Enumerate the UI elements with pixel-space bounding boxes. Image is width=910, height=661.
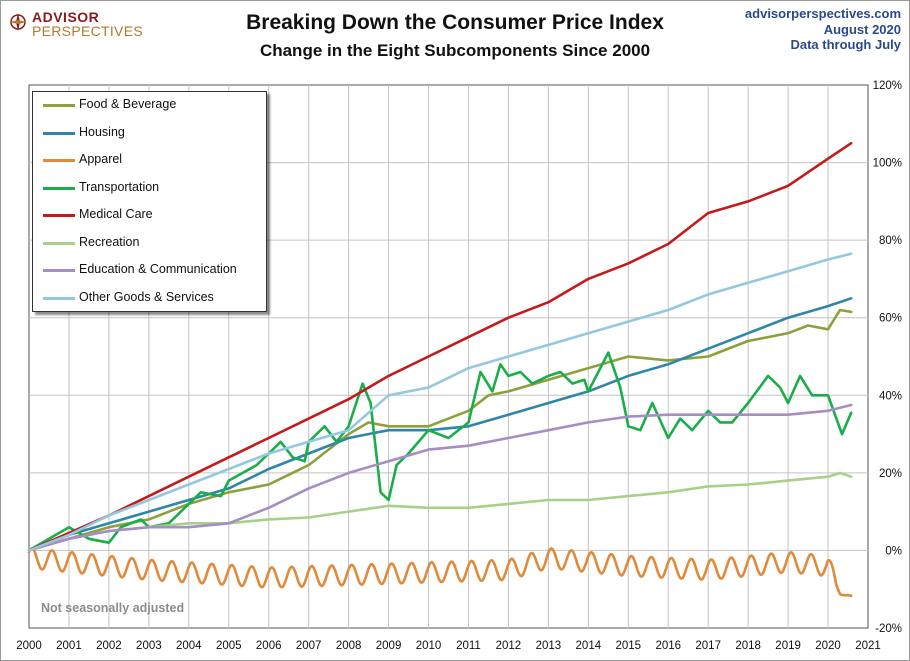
y-tick-label: 0%: [885, 545, 902, 557]
series-line-education-and-communication: [27, 403, 853, 552]
logo-text-top: ADVISOR: [32, 9, 100, 25]
x-tick-label: 2015: [615, 640, 641, 652]
x-tick-label: 2003: [136, 640, 162, 652]
x-tick-label: 2016: [655, 640, 681, 652]
x-tick-label: 2017: [695, 640, 721, 652]
legend-label: Recreation: [79, 234, 140, 249]
x-tick-label: 2014: [576, 640, 602, 652]
x-tick-label: 2004: [176, 640, 202, 652]
x-tick-label: 2002: [96, 640, 122, 652]
chart-subtitle: Change in the Eight Subcomponents Since …: [259, 41, 651, 60]
series-line-food-and-beverage: [27, 308, 853, 552]
x-tick-label: 2021: [855, 640, 881, 652]
legend-swatch: [43, 241, 75, 245]
series-line-medical-care: [27, 141, 853, 552]
y-tick-label: -20%: [875, 623, 902, 635]
series-line-housing: [27, 297, 853, 552]
x-tick-label: 2011: [456, 640, 481, 652]
legend-label: Other Goods & Services: [79, 289, 214, 304]
legend-swatch: [43, 131, 75, 135]
legend-label: Education & Communication: [79, 262, 237, 276]
legend-label: Transportation: [79, 179, 160, 194]
source-note: Data through July: [790, 37, 901, 52]
series-line-apparel: [27, 547, 853, 598]
advisor-perspectives-logo: ADVISOR PERSPECTIVES: [8, 8, 148, 39]
chart-legend: Food & Beverage Housing Apparel Transportat…: [32, 91, 267, 312]
y-tick-label: 60%: [879, 313, 902, 325]
x-tick-label: 2007: [296, 640, 322, 652]
legend-label: Food & Beverage: [79, 97, 177, 111]
x-tick-label: 2013: [536, 640, 562, 652]
x-tick-label: 2018: [735, 640, 761, 652]
y-tick-label: 80%: [879, 235, 902, 247]
x-tick-label: 2006: [256, 640, 282, 652]
logo-text-bottom: PERSPECTIVES: [32, 23, 143, 39]
y-tick-label: 20%: [879, 468, 902, 480]
compass-logo-icon: [9, 13, 27, 31]
x-tick-label: 2010: [416, 640, 442, 652]
x-tick-label: 2020: [815, 640, 841, 652]
legend-swatch: [43, 186, 75, 190]
legend-swatch: [43, 159, 75, 162]
legend-swatch: [43, 214, 75, 217]
legend-swatch: [43, 104, 75, 107]
x-tick-label: 2009: [376, 640, 402, 652]
x-tick-label: 2019: [775, 640, 801, 652]
x-tick-label: 2000: [16, 640, 42, 652]
y-tick-label: 40%: [879, 390, 902, 402]
seasonal-note: Not seasonally adjusted: [41, 601, 185, 615]
x-tick-label: 2005: [216, 640, 242, 652]
source-date: August 2020: [823, 22, 901, 37]
legend-label: Housing: [79, 124, 125, 139]
legend-swatch: [43, 269, 75, 272]
legend-label: Medical Care: [79, 207, 153, 221]
source-site: advisorperspectives.com: [744, 6, 901, 21]
series-line-transportation: [27, 351, 853, 552]
y-tick-label: 120%: [873, 80, 902, 92]
series-line-recreation: [27, 471, 853, 552]
legend-label: Apparel: [79, 152, 123, 166]
x-tick-label: 2012: [496, 640, 522, 652]
x-tick-label: 2008: [336, 640, 362, 652]
x-tick-label: 2001: [56, 640, 82, 652]
legend-swatch: [43, 296, 75, 300]
series-line-other-goods-and-services: [27, 252, 853, 552]
chart-title: Breaking Down the Consumer Price Index: [246, 11, 664, 34]
y-tick-label: 100%: [873, 158, 902, 170]
